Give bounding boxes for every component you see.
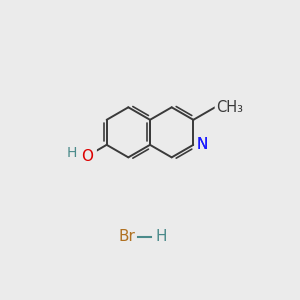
Text: N: N bbox=[196, 137, 208, 152]
Text: O: O bbox=[81, 148, 93, 164]
Text: H: H bbox=[67, 146, 77, 160]
Text: H: H bbox=[156, 230, 167, 244]
Text: N: N bbox=[196, 137, 208, 152]
Text: CH₃: CH₃ bbox=[217, 98, 250, 116]
Text: O: O bbox=[80, 147, 94, 165]
Text: Br: Br bbox=[118, 230, 135, 244]
Text: CH₃: CH₃ bbox=[217, 100, 244, 115]
Text: N: N bbox=[196, 136, 210, 154]
